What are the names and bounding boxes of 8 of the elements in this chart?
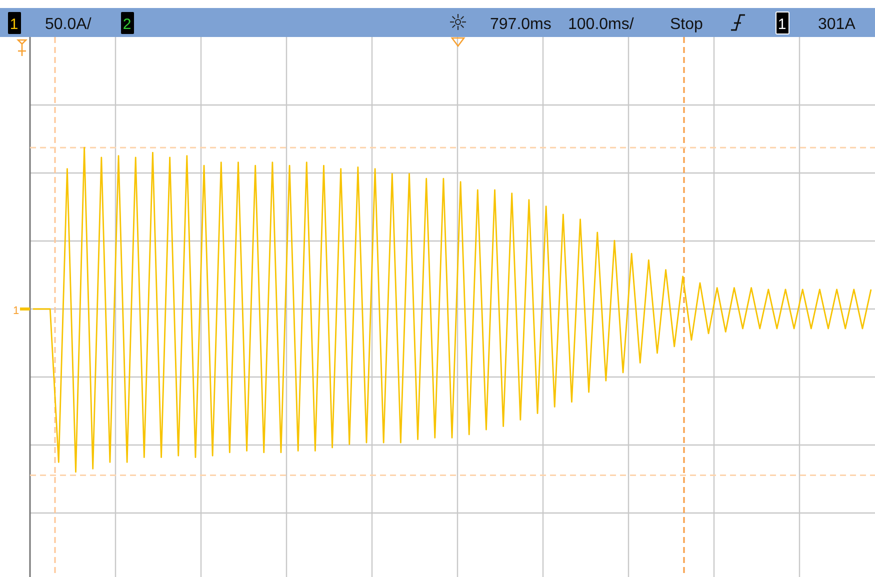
text: 797.0ms bbox=[490, 16, 552, 33]
text: 301A bbox=[818, 16, 856, 33]
text: 1 bbox=[10, 16, 18, 33]
text: 1 bbox=[778, 16, 786, 33]
text: Stop bbox=[670, 16, 704, 33]
text: 2 bbox=[122, 16, 132, 33]
text: 50.0A/ bbox=[45, 16, 92, 33]
text: 100.0ms/ bbox=[568, 16, 634, 33]
